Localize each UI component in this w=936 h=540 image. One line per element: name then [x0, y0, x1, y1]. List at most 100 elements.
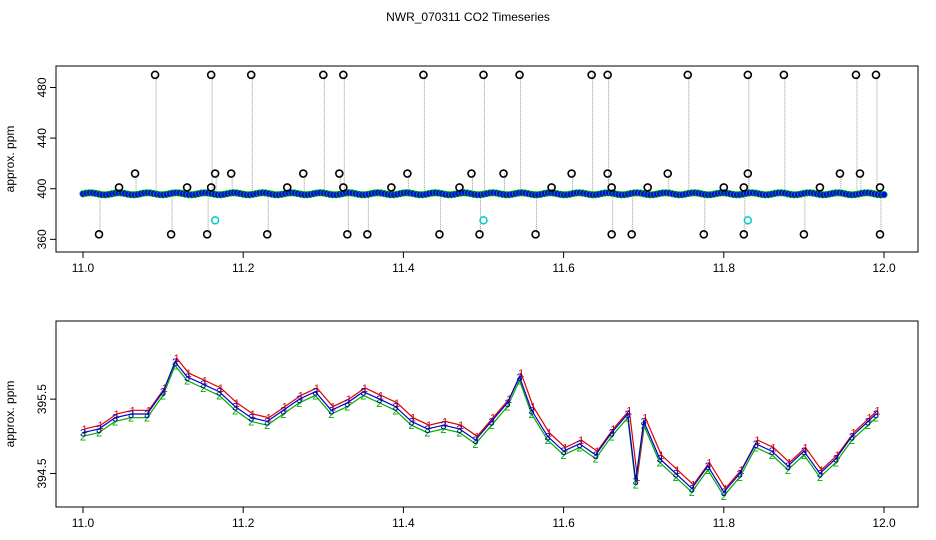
- series-marker-2: 2: [360, 390, 366, 402]
- series-marker-1: 1: [875, 405, 881, 417]
- series-marker-3: 3: [328, 405, 334, 417]
- series-marker-1: 1: [706, 457, 712, 469]
- outlier-point: [739, 183, 749, 192]
- series-marker-1: 1: [186, 368, 192, 380]
- series-marker-1: 1: [314, 383, 320, 395]
- series-marker-1: 1: [818, 465, 824, 477]
- series-marker-1: 1: [786, 457, 792, 469]
- series-marker-1: 1: [850, 428, 856, 440]
- series-marker-1: 1: [378, 390, 384, 402]
- series-marker-1: 1: [298, 390, 304, 402]
- series-marker-3: 3: [424, 424, 430, 436]
- series-marker-3: 3: [376, 394, 382, 406]
- outlier-point: [114, 183, 124, 192]
- plot-frame: [55, 65, 919, 253]
- series-marker-3: 3: [769, 446, 775, 458]
- series-marker-3: 3: [344, 398, 350, 410]
- series-marker-3: 3: [504, 398, 510, 410]
- series-marker-3: 3: [689, 483, 695, 495]
- outlier-point: [743, 70, 753, 80]
- series-marker-2: 2: [545, 435, 551, 447]
- series-marker-1: 1: [82, 424, 88, 436]
- outlier-point: [499, 169, 508, 178]
- flagged-point: [210, 216, 220, 225]
- x-tick-label: 11.0: [72, 516, 95, 530]
- outlier-point: [419, 70, 428, 80]
- series-marker-2: 2: [312, 390, 318, 402]
- series-line-3: [82, 360, 877, 494]
- outlier-point: [851, 70, 861, 80]
- x-tick-label: 11.8: [713, 516, 736, 530]
- series-marker-1: 1: [130, 405, 136, 417]
- series-marker-2: 2: [528, 409, 534, 421]
- series-marker-1: 1: [578, 435, 584, 447]
- series-marker-1: 1: [442, 416, 448, 428]
- panel-top-all-data: 11.0 11.2 11.4 11.6 11.8 12.0 360 400 440 480 appr…: [3, 65, 919, 275]
- series-marker-1: 1: [330, 402, 336, 414]
- series-marker-3: 3: [817, 469, 823, 481]
- series-marker-3: 3: [472, 435, 478, 447]
- series-marker-1: 1: [362, 383, 368, 395]
- outlier-point: [699, 229, 709, 239]
- outlier-point: [719, 183, 729, 192]
- outlier-point: [403, 169, 412, 178]
- outlier-point: [739, 229, 749, 239]
- x-tick-label: 11.0: [72, 261, 95, 275]
- series-marker-1: 1: [98, 420, 104, 432]
- series-marker-3: 3: [545, 431, 551, 443]
- series-marker-3: 3: [785, 461, 791, 473]
- outlier-point: [855, 169, 865, 178]
- series-marker-2: 2: [801, 450, 807, 462]
- series-marker-2: 2: [456, 428, 462, 440]
- series-marker-3: 3: [248, 413, 254, 425]
- series-marker-2: 2: [424, 428, 430, 440]
- y-axis-label: approx. ppm: [3, 381, 17, 448]
- series-marker-1: 1: [754, 435, 760, 447]
- series-marker-2: 2: [144, 413, 150, 425]
- series-marker-1: 1: [530, 402, 536, 414]
- x-tick-label: 11.2: [232, 261, 255, 275]
- outlier-point: [607, 229, 616, 239]
- x-tick-label: 11.4: [392, 516, 415, 530]
- series-marker-1: 1: [634, 472, 640, 484]
- x-tick-label: 12.0: [872, 516, 896, 530]
- series-marker-2: 2: [184, 376, 190, 388]
- flagged-point: [743, 216, 753, 225]
- x-tick-label: 11.6: [552, 261, 575, 275]
- series-marker-3: 3: [112, 413, 118, 425]
- y-tick-label: 395.5: [35, 384, 49, 414]
- outlier-point: [130, 169, 140, 178]
- series-marker-3: 3: [128, 409, 134, 421]
- series-marker-2: 2: [593, 454, 599, 466]
- outlier-point: [226, 169, 236, 178]
- series-marker-1: 1: [802, 442, 808, 454]
- series-marker-3: 3: [873, 409, 879, 421]
- series-marker-2: 2: [817, 472, 823, 484]
- outlier-point: [871, 70, 881, 80]
- outlier-point: [815, 183, 825, 192]
- series-marker-3: 3: [673, 469, 679, 481]
- outlier-point: [150, 70, 160, 80]
- outlier-point: [467, 169, 476, 178]
- series-marker-2: 2: [160, 390, 166, 402]
- series-marker-3: 3: [200, 379, 206, 391]
- series-marker-2: 2: [785, 465, 791, 477]
- outlier-point: [663, 169, 673, 178]
- series-marker-1: 1: [562, 442, 568, 454]
- series-marker-2: 2: [232, 405, 238, 417]
- series-marker-2: 2: [376, 398, 382, 410]
- series-marker-1: 1: [282, 402, 288, 414]
- series-marker-1: 1: [114, 409, 120, 421]
- outlier-point: [318, 70, 328, 80]
- series-marker-3: 3: [593, 450, 599, 462]
- series-marker-1: 1: [394, 398, 400, 410]
- outlier-point: [835, 169, 845, 178]
- series-marker-2: 2: [609, 431, 615, 443]
- outlier-point: [455, 183, 464, 192]
- series-marker-3: 3: [144, 409, 150, 421]
- outlier-point: [182, 183, 192, 192]
- series-marker-2: 2: [633, 480, 639, 492]
- chart-title: NWR_070311 CO2 Timeseries: [386, 10, 550, 24]
- series-marker-2: 2: [516, 376, 522, 388]
- series-marker-1: 1: [770, 442, 776, 454]
